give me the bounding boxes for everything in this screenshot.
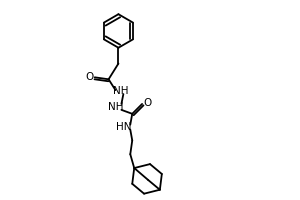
Text: O: O	[86, 72, 94, 82]
Text: O: O	[143, 98, 151, 108]
Text: NH: NH	[113, 86, 128, 96]
Text: NH: NH	[108, 102, 123, 112]
Text: HN: HN	[116, 122, 131, 132]
